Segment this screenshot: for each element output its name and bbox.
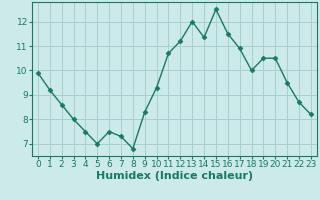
X-axis label: Humidex (Indice chaleur): Humidex (Indice chaleur) <box>96 171 253 181</box>
